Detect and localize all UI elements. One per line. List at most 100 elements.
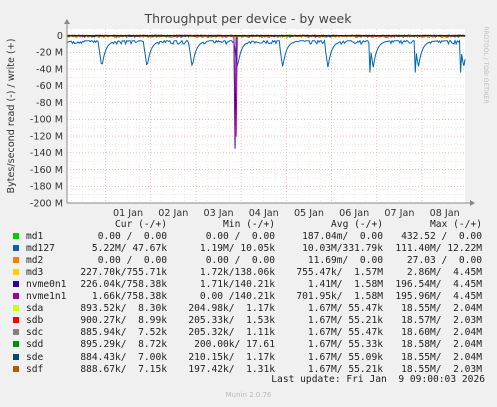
legend-swatch xyxy=(13,305,19,312)
legend-row-sda: sda 893.52k/ 8.30k 204.98k/ 1.17k 1.67M/ 55… xyxy=(10,303,490,315)
legend-row-md127: md127 5.22M/ 47.67k 1.19M/ 10.05k 10.03M/33… xyxy=(10,243,490,255)
legend-swatch xyxy=(13,269,19,276)
legend-swatch xyxy=(13,365,19,372)
x-tick-label: 06 Jan xyxy=(339,208,369,219)
legend-header-cur: Cur (-/+) xyxy=(115,219,167,230)
legend-min-value: 204.98k/ 1.17k xyxy=(188,303,275,315)
legend-min-value: 1.71k/140.21k xyxy=(199,279,275,291)
legend-series-name: md127 xyxy=(26,243,55,255)
y-tick-label: -80 M xyxy=(36,98,63,109)
legend-header-avg: Avg (-/+) xyxy=(331,219,383,230)
legend-row-sdd: sdd 895.29k/ 8.72k 200.00k/ 17.61 1.67M/ 55… xyxy=(10,339,490,351)
rrdtool-watermark: RRDTOOL / TOBI OETIKER xyxy=(482,26,489,103)
legend-series-name: sde xyxy=(26,351,44,363)
legend-min-value: 205.32k/ 1.11k xyxy=(188,327,275,339)
x-tick-label: 03 Jan xyxy=(203,208,233,219)
legend-row-nvme1n1: nvme1n1 1.66k/758.38k 0.00 /140.21k 701.95k… xyxy=(10,291,490,303)
legend-avg-value: 1.67M/ 55.09k xyxy=(307,351,383,363)
legend-min-value: 197.42k/ 1.31k xyxy=(188,363,275,375)
legend-series-name: md1 xyxy=(26,231,44,243)
legend-max-value: 111.40M/ 12.22M xyxy=(395,243,482,255)
legend-row-md3: md3 227.70k/755.71k 1.72k/138.06k 755.47k/ … xyxy=(10,267,490,279)
x-axis-arrow-icon xyxy=(470,200,475,206)
legend-avg-value: 1.41M/ 1.58M xyxy=(307,279,383,291)
y-axis-label: Bytes/second read (-) / write (+) xyxy=(6,38,17,193)
legend-min-value: 0.00 / 0.00 xyxy=(205,231,275,243)
legend-row-sdb: sdb 900.27k/ 8.99k 205.33k/ 1.53k 1.67M/ 55… xyxy=(10,315,490,327)
legend-row-md1: md1 0.00 / 0.00 0.00 / 0.00 187.04m/ 0.00 43… xyxy=(10,231,490,243)
legend-row-nvme0n1: nvme0n1 226.04k/758.38k 1.71k/140.21k 1.41M… xyxy=(10,279,490,291)
legend-max-value: 18.55M/ 2.04M xyxy=(401,351,482,363)
legend-max-value: 2.86M/ 4.45M xyxy=(406,267,482,279)
y-tick-label: -100 M xyxy=(30,115,63,126)
y-tick-label: -160 M xyxy=(30,165,63,176)
legend-cur-value: 0.00 / 0.00 xyxy=(97,255,167,267)
legend-swatch xyxy=(13,257,19,264)
legend-avg-value: 1.67M/ 55.47k xyxy=(307,327,383,339)
last-update: Last update: Fri Jan 9 09:00:03 2026 xyxy=(271,374,485,385)
legend-cur-value: 884.43k/ 7.00k xyxy=(80,351,167,363)
legend-swatch xyxy=(13,353,19,360)
legend-min-value: 0.00 /140.21k xyxy=(199,291,275,303)
legend-avg-value: 755.47k/ 1.57M xyxy=(296,267,383,279)
y-tick-label: -120 M xyxy=(30,131,63,142)
y-tick-label: -40 M xyxy=(36,64,63,75)
legend-cur-value: 227.70k/755.71k xyxy=(80,267,167,279)
x-tick-label: 05 Jan xyxy=(294,208,324,219)
x-tick-label: 08 Jan xyxy=(430,208,460,219)
legend-max-value: 18.60M/ 2.04M xyxy=(401,327,482,339)
legend-avg-value: 1.67M/ 55.21k xyxy=(307,363,383,375)
legend-series-name: sdf xyxy=(26,363,44,375)
y-axis-arrow-icon xyxy=(64,19,70,24)
legend-max-value: 18.55M/ 2.04M xyxy=(401,303,482,315)
y-tick-label: -200 M xyxy=(30,198,63,209)
legend-series-name: md2 xyxy=(26,255,44,267)
legend-swatch xyxy=(13,233,19,240)
series-line-md127 xyxy=(66,39,466,73)
legend-row-sdc: sdc 885.94k/ 7.52k 205.32k/ 1.11k 1.67M/ 55… xyxy=(10,327,490,339)
legend-series-name: sda xyxy=(26,303,44,315)
legend-min-value: 1.19M/ 10.05k xyxy=(199,243,275,255)
legend-max-value: 18.57M/ 2.03M xyxy=(401,315,482,327)
legend-min-value: 0.00 / 0.00 xyxy=(205,255,275,267)
legend-max-value: 27.03 / 0.00 xyxy=(406,255,482,267)
x-tick-label: 07 Jan xyxy=(384,208,414,219)
legend-avg-value: 11.69m/ 0.00 xyxy=(307,255,383,267)
legend-cur-value: 0.00 / 0.00 xyxy=(97,231,167,243)
y-tick-label: -20 M xyxy=(36,48,63,59)
legend-header-min: Min (-/+) xyxy=(223,219,275,230)
legend-swatch xyxy=(13,341,19,348)
legend-series-name: sdb xyxy=(26,315,44,327)
legend-swatch xyxy=(13,245,19,252)
legend-min-value: 1.72k/138.06k xyxy=(199,267,275,279)
legend-min-value: 200.00k/ 17.61 xyxy=(194,339,275,351)
series-line-sdf xyxy=(66,34,466,38)
y-tick-label: -180 M xyxy=(30,182,63,193)
legend-swatch xyxy=(13,293,19,300)
legend-cur-value: 900.27k/ 8.99k xyxy=(80,315,167,327)
x-tick-label: 01 Jan xyxy=(113,208,143,219)
legend-cur-value: 888.67k/ 7.15k xyxy=(80,363,167,375)
legend-max-value: 196.54M/ 4.45M xyxy=(395,279,482,291)
legend-cur-value: 885.94k/ 7.52k xyxy=(80,327,167,339)
legend-min-value: 210.15k/ 1.17k xyxy=(188,351,275,363)
legend-cur-value: 226.04k/758.38k xyxy=(80,279,167,291)
legend-cur-value: 1.66k/758.38k xyxy=(91,291,167,303)
legend-cur-value: 893.52k/ 8.30k xyxy=(80,303,167,315)
legend-series-name: nvme0n1 xyxy=(26,279,67,291)
y-tick-label: 0 xyxy=(57,31,63,42)
legend-series-name: sdc xyxy=(26,327,44,339)
x-tick-label: 04 Jan xyxy=(249,208,279,219)
legend-cur-value: 895.29k/ 8.72k xyxy=(80,339,167,351)
legend-header: Cur (-/+) Min (-/+) Avg (-/+) Max (-/+) xyxy=(10,219,490,231)
legend-max-value: 432.52 / 0.00 xyxy=(401,231,482,243)
legend-series-name: md3 xyxy=(26,267,44,279)
legend-min-value: 205.33k/ 1.53k xyxy=(188,315,275,327)
y-tick-label: -140 M xyxy=(30,148,63,159)
legend-swatch xyxy=(13,329,19,336)
chart-title: Throughput per device - by week xyxy=(144,11,353,26)
legend-max-value: 18.55M/ 2.03M xyxy=(401,363,482,375)
legend-swatch xyxy=(13,317,19,324)
x-tick-label: 02 Jan xyxy=(158,208,188,219)
